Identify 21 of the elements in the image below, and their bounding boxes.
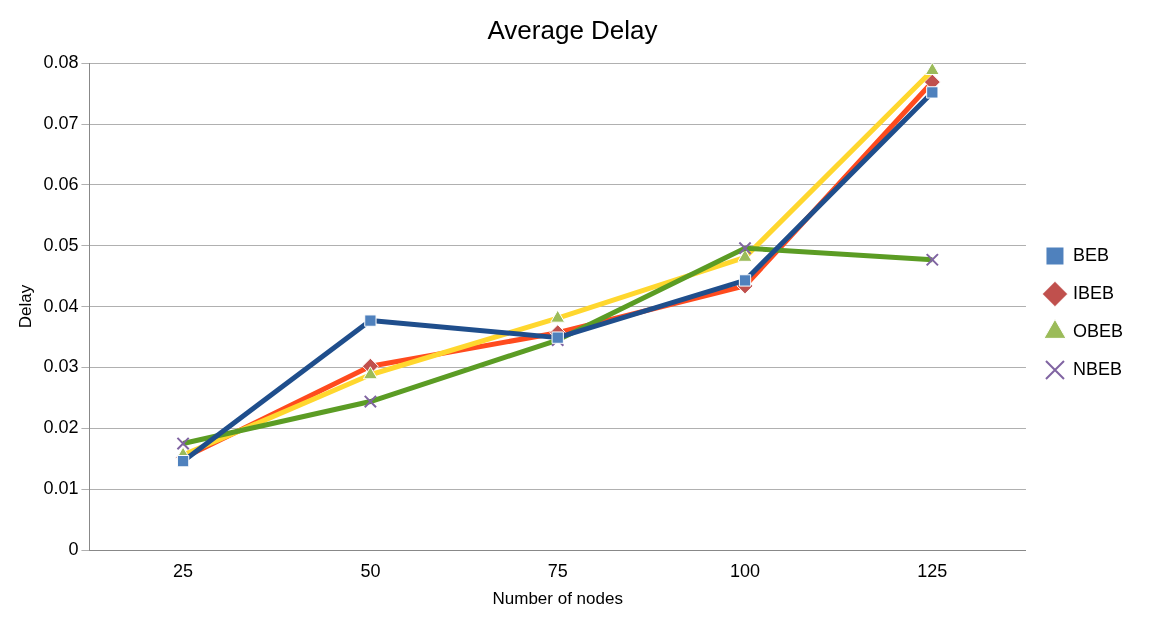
y-tick-label: 0.03 <box>43 356 79 377</box>
y-tick-label: 0.08 <box>43 52 79 73</box>
x-tick-label: 50 <box>360 560 381 581</box>
y-axis-title: Delay <box>15 284 35 329</box>
chart-title: Average Delay <box>487 14 658 45</box>
y-tick-label: 0.05 <box>43 234 79 255</box>
y-tick-label: 0.01 <box>43 478 79 499</box>
y-tick-label: 0 <box>68 538 79 559</box>
legend-label: NBEB <box>1072 358 1123 379</box>
legend-label: BEB <box>1072 244 1110 265</box>
y-tick-label: 0.04 <box>43 295 79 316</box>
x-axis-title: Number of nodes <box>492 589 623 609</box>
y-tick-label: 0.06 <box>43 173 79 194</box>
legend-label: IBEB <box>1072 282 1115 303</box>
legend-label: OBEB <box>1072 320 1124 341</box>
x-tick-label: 75 <box>547 560 568 581</box>
x-tick-label: 100 <box>729 560 761 581</box>
x-tick-label: 25 <box>173 560 194 581</box>
x-tick-label: 125 <box>917 560 948 581</box>
y-tick-label: 0.02 <box>43 417 79 438</box>
y-tick-label: 0.07 <box>43 113 79 134</box>
